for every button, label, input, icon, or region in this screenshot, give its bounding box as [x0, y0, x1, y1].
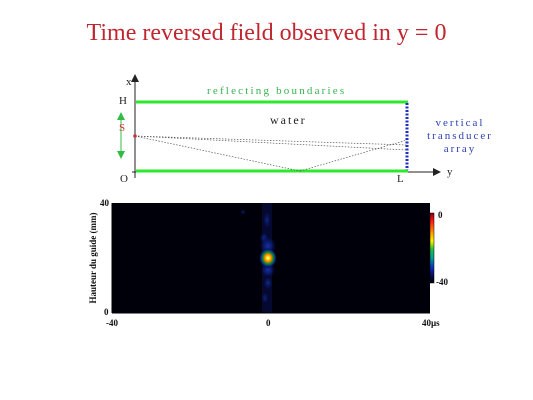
slide-title: Time reversed field observed in y = 0	[86, 20, 447, 46]
array-label-line: array	[443, 143, 477, 155]
medium-label: water	[270, 113, 307, 127]
x-unit-label: µs	[431, 318, 440, 328]
ray-paths	[134, 135, 408, 172]
array-label: vertical transducer array	[420, 117, 500, 156]
focal-spot	[259, 248, 277, 268]
y-axis-label: y	[447, 166, 453, 178]
source-range-arrow	[117, 112, 125, 159]
x-axis-label: x	[126, 76, 132, 88]
array-label-line: vertical	[435, 117, 485, 129]
x-tick-label: 40µs	[422, 318, 440, 328]
colorbar	[429, 212, 435, 284]
source-label: S	[119, 122, 126, 134]
boundaries-label: reflecting boundaries	[207, 85, 347, 97]
height-label: H	[119, 95, 127, 107]
x-tick-value: 40	[422, 318, 431, 328]
y-tick-label: 40	[100, 198, 109, 208]
x-tick-label: -40	[106, 318, 118, 328]
y-tick-label: 0	[104, 307, 109, 317]
colorbar-tick-label: -40	[436, 277, 448, 287]
colorbar-tick-label: 0	[438, 210, 443, 220]
origin-label: O	[120, 173, 128, 185]
length-label: L	[397, 173, 404, 185]
heatmap-y-label: Hauteur du guide (mm)	[88, 212, 98, 304]
array-label-line: transducer	[427, 130, 493, 142]
x-tick-label: 0	[266, 318, 271, 328]
